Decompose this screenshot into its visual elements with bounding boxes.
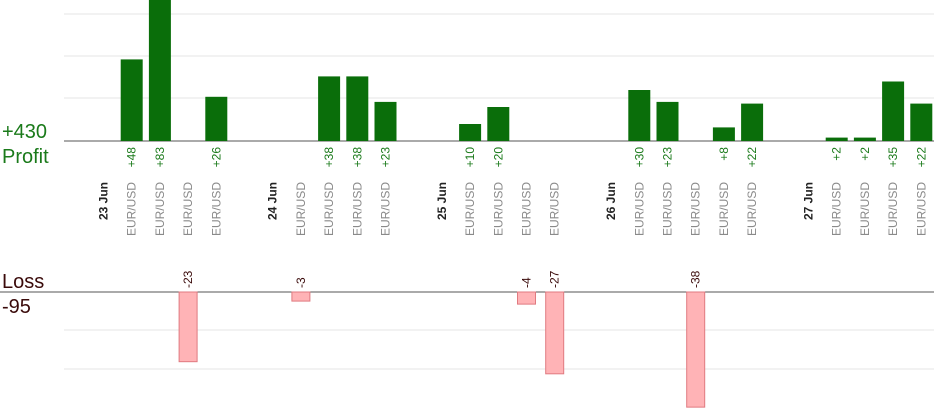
- profit-bar: [148, 0, 171, 142]
- bars: [120, 0, 933, 408]
- profit-bar: [741, 103, 764, 141]
- category-label: EUR/USD: [661, 182, 675, 236]
- profit-value-label: +10: [463, 147, 477, 168]
- date-label: 23 Jun: [97, 182, 111, 220]
- profit-total: +430: [2, 121, 47, 143]
- profit-bar: [205, 96, 228, 141]
- category-label: EUR/USD: [520, 182, 534, 236]
- profit-value-label: +22: [914, 147, 928, 168]
- profit-bar: [318, 76, 341, 141]
- category-label: EUR/USD: [830, 182, 844, 236]
- loss-value-label: -4: [520, 277, 534, 288]
- profit-value-label: +26: [209, 147, 223, 168]
- profit-value-label: +23: [379, 147, 393, 168]
- date-label: 27 Jun: [802, 182, 816, 220]
- profit-bar: [628, 90, 651, 141]
- category-label: EUR/USD: [914, 182, 928, 236]
- category-label: EUR/USD: [125, 182, 139, 236]
- profit-bar: [853, 137, 876, 141]
- loss-bar: [517, 291, 536, 305]
- profit-label: Profit: [2, 146, 49, 168]
- category-label: EUR/USD: [491, 182, 505, 236]
- category-label: EUR/USD: [548, 182, 562, 236]
- category-label: EUR/USD: [463, 182, 477, 236]
- category-label: EUR/USD: [322, 182, 336, 236]
- category-label: EUR/USD: [209, 182, 223, 236]
- profit-value-label: +23: [661, 147, 675, 168]
- profit-value-label: +8: [717, 147, 731, 161]
- category-label: EUR/USD: [886, 182, 900, 236]
- category-label: EUR/USD: [632, 182, 646, 236]
- category-label: EUR/USD: [379, 182, 393, 236]
- category-label: EUR/USD: [181, 182, 195, 236]
- category-label: EUR/USD: [294, 182, 308, 236]
- profit-value-label: +83: [153, 147, 167, 168]
- category-label: EUR/USD: [350, 182, 364, 236]
- profit-bar: [346, 76, 369, 141]
- profit-bar: [910, 103, 933, 141]
- profit-value-label: +30: [632, 147, 646, 168]
- date-label: 25 Jun: [435, 182, 449, 220]
- loss-value-label: -3: [294, 277, 308, 288]
- profit-value-label: +2: [858, 147, 872, 161]
- profit-bar: [656, 101, 679, 141]
- loss-bar: [178, 291, 198, 363]
- profit-value-label: +48: [125, 147, 139, 168]
- loss-bar: [545, 291, 565, 375]
- labels: 23 Jun EUR/USD +48 EUR/USD +83 EUR/USD -23 EUR/…: [97, 147, 929, 288]
- loss-total: -95: [2, 296, 31, 318]
- profit-bar: [712, 127, 735, 141]
- profit-value-label: +22: [745, 147, 759, 168]
- profit-value-label: +38: [350, 147, 364, 168]
- profit-bar: [459, 124, 482, 141]
- loss-value-label: -23: [181, 270, 195, 288]
- date-label: 26 Jun: [604, 182, 618, 220]
- profit-bar: [882, 81, 905, 141]
- category-label: EUR/USD: [689, 182, 703, 236]
- profit-bar: [487, 107, 510, 141]
- profit-value-label: +2: [830, 147, 844, 161]
- profit-value-label: +20: [491, 147, 505, 168]
- category-label: EUR/USD: [745, 182, 759, 236]
- loss-bar: [291, 291, 311, 302]
- date-label: 24 Jun: [266, 182, 280, 220]
- profit-bar: [120, 59, 143, 141]
- category-label: EUR/USD: [717, 182, 731, 236]
- profit-bar: [374, 101, 397, 141]
- category-label: EUR/USD: [153, 182, 167, 236]
- profit-value-label: +35: [886, 147, 900, 168]
- loss-bar: [686, 291, 706, 408]
- loss-value-label: -38: [689, 270, 703, 288]
- loss-value-label: -27: [548, 270, 562, 288]
- category-label: EUR/USD: [858, 182, 872, 236]
- loss-label: Loss: [2, 271, 44, 293]
- profit-value-label: +38: [322, 147, 336, 168]
- profit-bar: [825, 137, 848, 141]
